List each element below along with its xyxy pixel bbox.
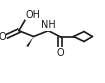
Text: O: O (56, 48, 64, 58)
Text: O: O (0, 32, 6, 42)
Polygon shape (26, 37, 34, 47)
Text: NH: NH (41, 20, 56, 30)
Text: OH: OH (26, 10, 41, 20)
